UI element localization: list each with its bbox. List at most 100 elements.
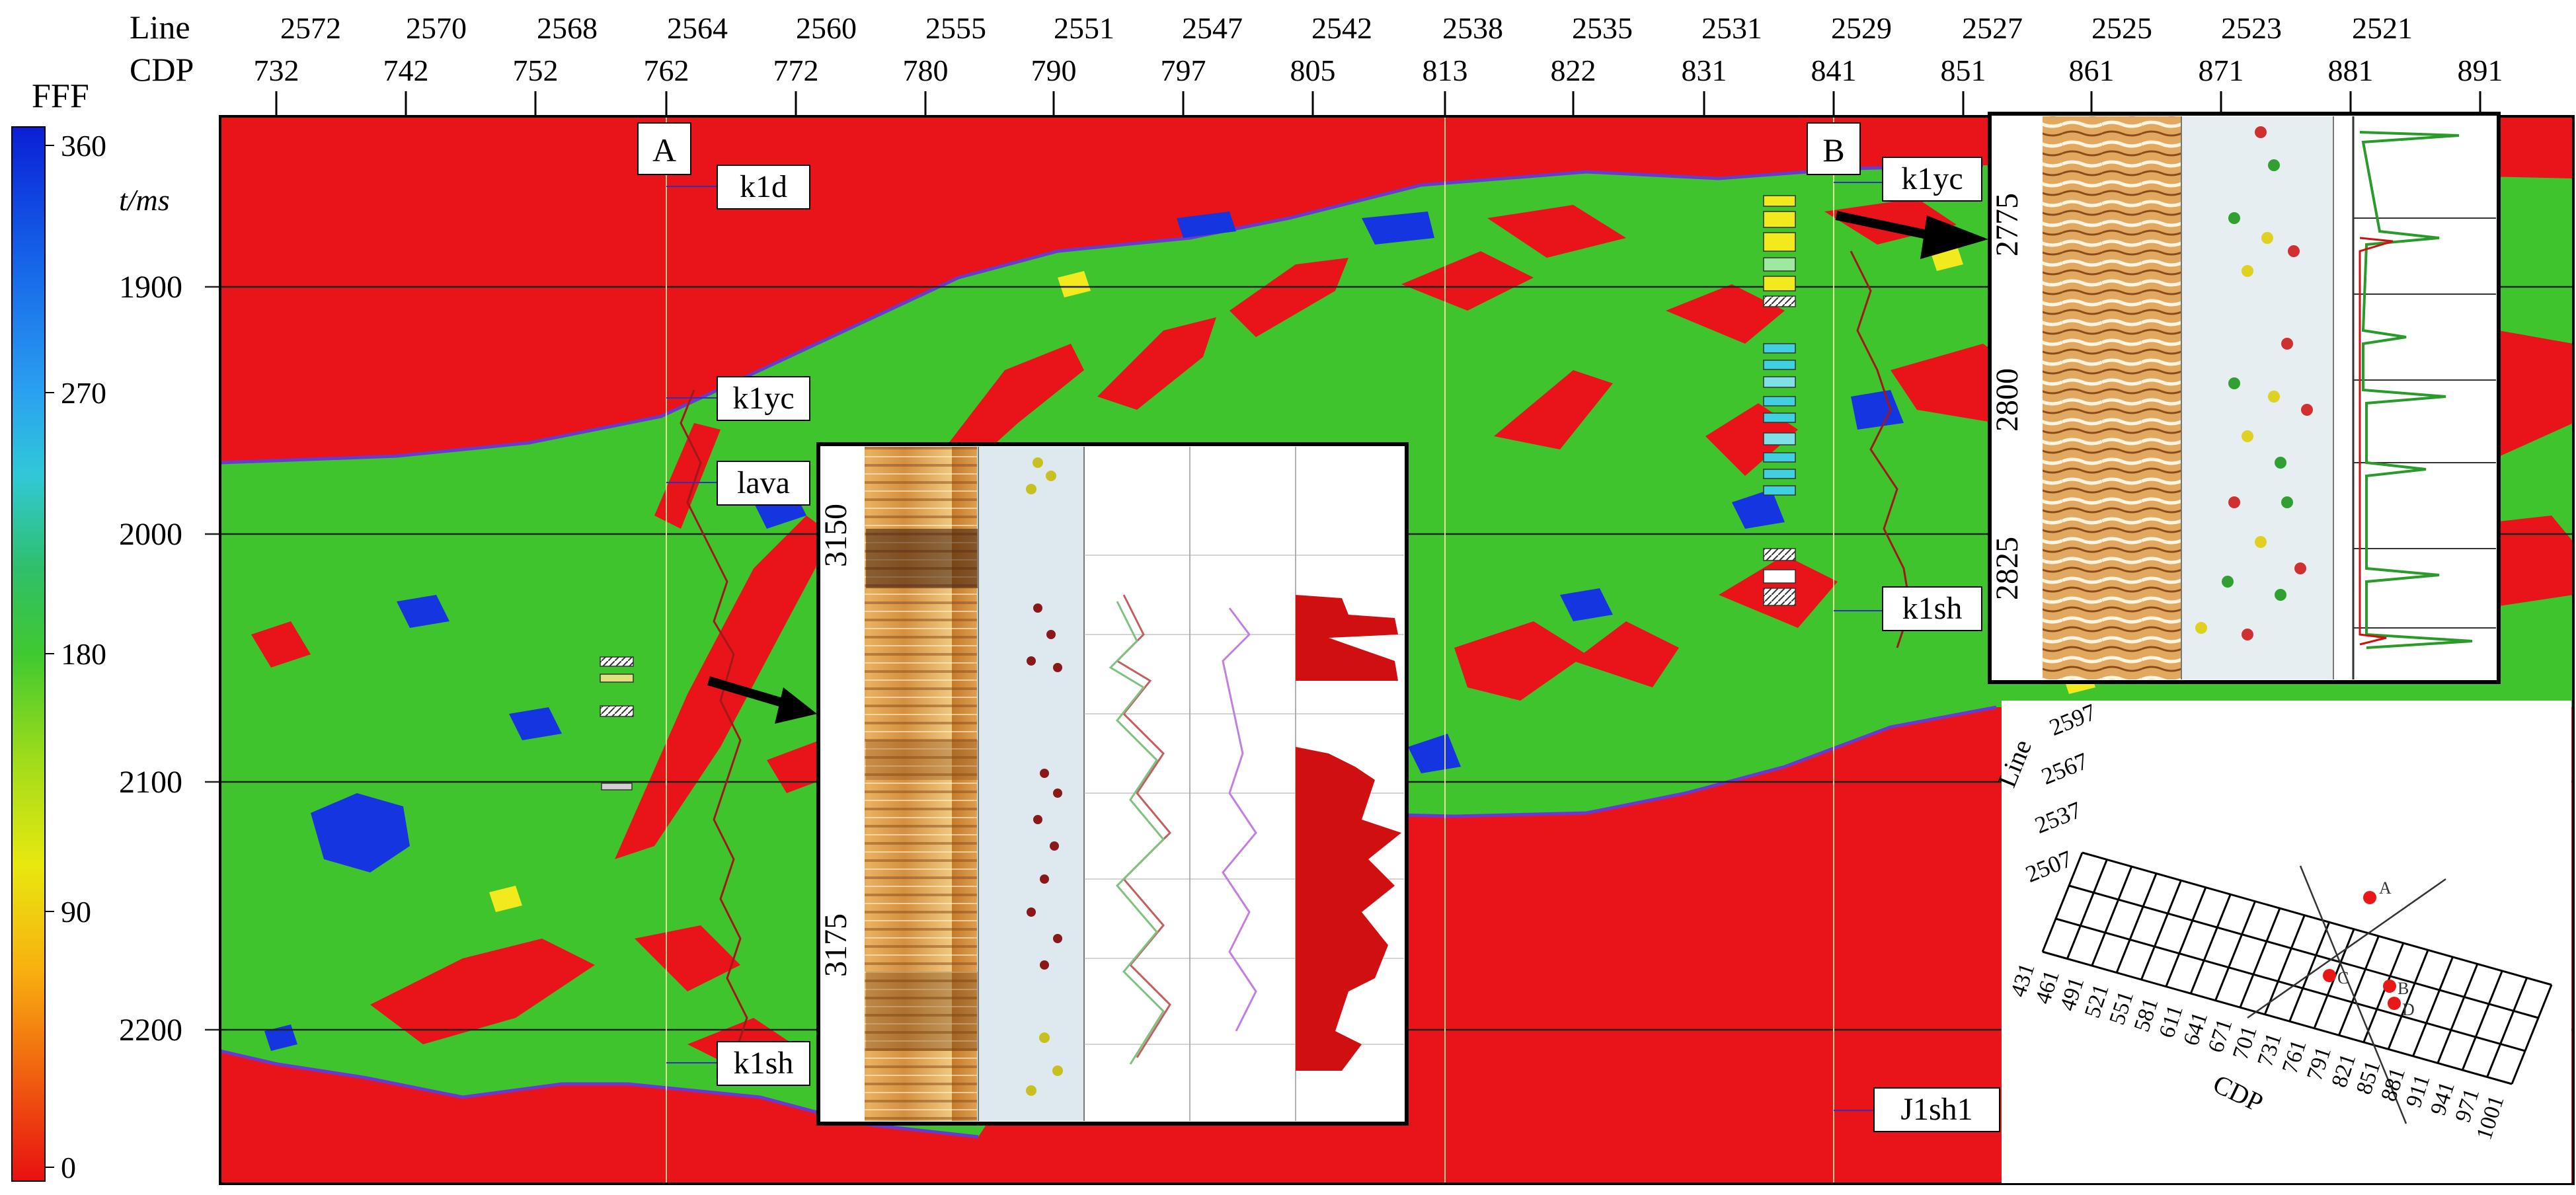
svg-text:A: A [652,132,676,169]
core-log-inset-center: 3150 3175 [816,442,1409,1126]
map-grid-line [2263,915,2306,1015]
line-tick-label: 2564 [667,11,728,45]
map-survey-line [2247,878,2446,1019]
map-grid-line [2140,880,2182,980]
map-grid-line [2115,873,2158,974]
map-point-label: A [2379,878,2392,898]
marker-box [717,461,810,506]
marker-box [717,376,810,421]
map-grid-line [2165,887,2207,987]
cdp-tick-label: 772 [773,54,819,87]
map-grid-line [2437,963,2479,1063]
line-tick-label: 2527 [1962,11,2023,45]
cdp-tick-label: 805 [1290,54,1336,87]
svg-text:B: B [1822,132,1844,169]
map-grid-line [2288,921,2331,1022]
marker-box [1882,157,1982,202]
marker-label: k1yc [732,381,794,416]
map-point [2388,997,2401,1010]
map-grid-line [2362,943,2405,1043]
map-point [2323,969,2336,982]
arrow-to-center-inset [707,676,817,724]
dip-tadpoles [1027,603,1062,970]
marker-label: J1sh1 [1900,1092,1972,1127]
line-tick-label: 2547 [1182,11,1243,45]
map-inset: 2597256725372507Line43146149152155158161… [1992,699,2571,1183]
map-grid-line [2068,884,2539,1019]
well-b-log [1850,251,1912,648]
cdp-tick-label: 780 [903,54,949,87]
map-grid-line [2042,950,2513,1085]
arrow-to-right-inset [1835,211,1988,259]
well-a-lithology [600,656,634,790]
cdp-tick-label: 790 [1031,54,1077,87]
cdp-tick-label: 752 [513,54,559,87]
colorbar-label: 360 [61,129,106,163]
inset-depth-label: 2825 [1990,537,2025,600]
inset-depth-label: 2800 [1990,368,2025,432]
dip-tadpoles-yellow [1026,457,1063,1096]
colorbar-label: 90 [61,895,91,929]
marker-box [1882,586,1982,631]
well-lines [666,116,1834,1184]
map-grid-line [2082,851,2552,986]
map-grid-line [2091,866,2133,966]
cdp-tick-label: 742 [383,54,429,87]
line-tick-label: 2572 [280,11,341,45]
marker-label: k1d [740,169,787,204]
colorbar-label: 0 [61,1151,76,1184]
map-point-label: B [2398,979,2409,998]
map-point [2363,891,2376,904]
map-grid-line [2041,852,2084,952]
cdp-tick-label: 881 [2328,54,2374,87]
line-tick-label: 2551 [1054,11,1114,45]
line-tick-label: 2570 [406,11,467,45]
cdp-tick-label: 891 [2458,54,2503,87]
line-tick-label: 2535 [1572,11,1633,45]
colorbar-scale [11,126,46,1182]
right-tadpoles [2195,126,2313,640]
cdp-axis-label: CDP [130,51,194,88]
map-grid-line [2239,907,2281,1008]
well-a-log [680,389,748,1058]
map-grid-line [2189,894,2232,994]
cdp-tick-label: 732 [254,54,299,87]
line-tick-label: 2555 [925,11,986,45]
line-tick-label: 2523 [2221,11,2282,45]
time-axis-label: 1900 [119,270,182,305]
cdp-tick-label: 851 [1941,54,1986,87]
line-axis-label: Line [130,9,190,46]
cdp-tick-label: 797 [1161,54,1206,87]
marker-label: lava [737,465,790,500]
map-grid-line [2214,901,2256,1001]
marker-label: k1yc [1901,161,1963,196]
cdp-tick-label: 831 [1682,54,1727,87]
line-tick-label: 2538 [1442,11,1503,45]
line-tick-label: 2542 [1311,11,1372,45]
line-tick-label: 2521 [2352,11,2413,45]
map-grid-line [2486,977,2528,1078]
cdp-tick-label: 861 [2069,54,2115,87]
colorbar: FFF 360 270 180 90 0 1900 2000 2100 2200 t/ms [11,77,182,1184]
marker-label: k1sh [1902,591,1963,626]
map-grid-line [2055,917,2526,1052]
time-axis-label: 2000 [119,517,182,552]
line-tick-label: 2529 [1831,11,1892,45]
inset-depth-label: 2775 [1990,193,2025,256]
line-tick-label: 2525 [2091,11,2152,45]
map-grid-line [2511,984,2553,1085]
map-point-label: C [2337,968,2349,987]
colorbar-title: FFF [32,77,89,115]
core-log-inset-right: 2775 2800 2825 [1988,112,2501,684]
line-tick-label: 2531 [1701,11,1762,45]
well-b-lithology [1763,195,1796,606]
time-axis-label: 2100 [119,765,182,800]
well-a-label: A [637,122,691,175]
header-axes: Line CDP 2572 2570 2568 2564 2560 2555 2551 254… [130,9,2503,116]
marker-box [1873,1087,2000,1132]
time-unit-label: t/ms [119,183,170,217]
inset-depth-label: 3175 [818,913,853,977]
map-grid-line [2338,935,2380,1036]
